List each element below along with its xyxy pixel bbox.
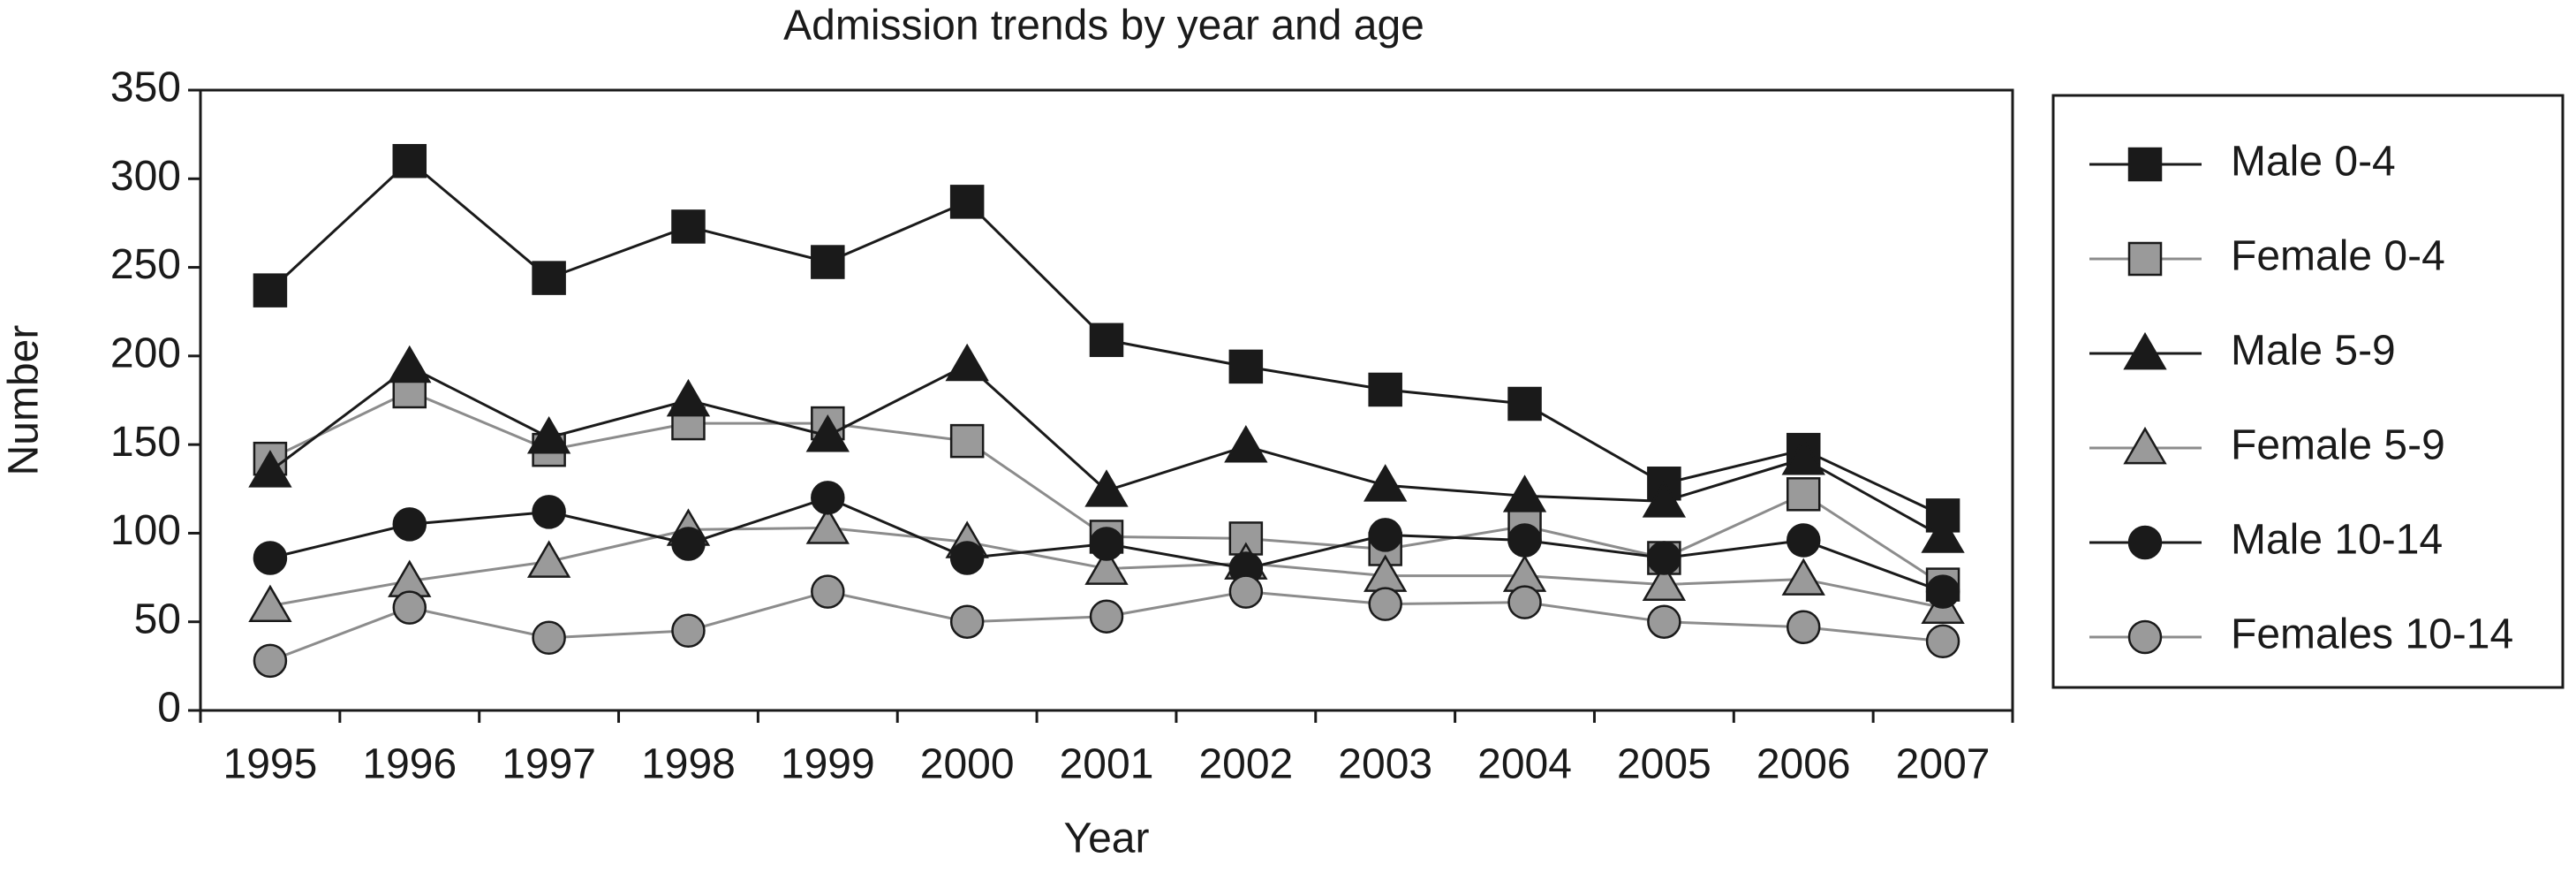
marker <box>1224 425 1268 463</box>
x-tick-label: 2006 <box>1756 741 1851 788</box>
y-tick-label: 200 <box>110 330 181 377</box>
marker <box>532 620 566 656</box>
marker <box>248 450 292 488</box>
marker <box>1781 437 1825 475</box>
marker <box>526 540 571 578</box>
marker <box>811 481 845 515</box>
marker <box>949 541 985 575</box>
marker <box>392 507 427 542</box>
marker <box>532 495 566 529</box>
x-tick-label: 1997 <box>502 741 596 788</box>
marker <box>1089 527 1124 561</box>
marker <box>1786 610 1821 644</box>
legend-label: Male 10-14 <box>2231 517 2443 564</box>
y-tick-label: 100 <box>110 507 181 554</box>
marker <box>392 590 427 625</box>
marker <box>248 584 292 623</box>
marker <box>1368 587 1402 621</box>
marker <box>388 345 432 383</box>
x-axis-label: Year <box>1064 816 1150 862</box>
marker <box>1642 563 1687 601</box>
legend-label: Male 5-9 <box>2231 328 2396 375</box>
x-tick-label: 2003 <box>1338 741 1432 788</box>
legend-marker <box>2127 241 2163 277</box>
marker <box>811 245 845 279</box>
legend-label: Females 10-14 <box>2231 611 2513 658</box>
marker <box>532 261 566 295</box>
y-tick-label: 50 <box>134 596 181 642</box>
marker <box>1228 574 1264 609</box>
marker <box>1364 464 1408 502</box>
x-tick-label: 2007 <box>1896 741 1991 788</box>
x-tick-label: 2005 <box>1617 741 1711 788</box>
legend-marker <box>2123 331 2167 370</box>
marker <box>1786 477 1821 512</box>
plot-frame <box>199 88 2014 712</box>
marker <box>1089 599 1124 634</box>
legend-label: Female 5-9 <box>2231 422 2445 469</box>
marker <box>1647 541 1681 575</box>
marker <box>949 423 985 459</box>
marker <box>1368 372 1402 407</box>
y-tick-label: 350 <box>110 65 181 111</box>
marker <box>671 613 706 648</box>
marker <box>666 378 711 417</box>
chart-title: Admission trends by year and age <box>783 3 1424 49</box>
marker <box>1647 604 1681 639</box>
marker <box>1228 521 1264 556</box>
y-tick-label: 0 <box>157 685 181 732</box>
marker <box>1786 523 1821 558</box>
x-tick-label: 2001 <box>1060 741 1154 788</box>
marker <box>1925 574 1960 609</box>
marker <box>526 416 571 454</box>
x-tick-label: 1999 <box>781 741 875 788</box>
x-tick-label: 2002 <box>1198 741 1293 788</box>
x-tick-label: 2004 <box>1477 741 1572 788</box>
x-tick-label: 1998 <box>641 741 736 788</box>
marker <box>949 185 985 219</box>
legend-marker <box>2127 147 2163 182</box>
legend-box <box>2051 94 2565 689</box>
legend-marker <box>2123 426 2167 465</box>
marker <box>1507 523 1542 558</box>
y-tick-label: 150 <box>110 419 181 466</box>
marker <box>1642 480 1687 518</box>
marker <box>1507 585 1542 619</box>
marker <box>253 273 288 307</box>
x-tick-label: 2000 <box>920 741 1015 788</box>
legend-marker <box>2127 525 2163 560</box>
marker <box>945 343 989 382</box>
marker <box>811 574 845 609</box>
marker <box>1921 515 1965 553</box>
y-axis-label: Number <box>1 325 48 476</box>
marker <box>949 604 985 639</box>
legend-label: Female 0-4 <box>2231 233 2445 280</box>
marker <box>253 643 288 679</box>
marker <box>1084 469 1129 507</box>
marker <box>671 209 706 244</box>
marker <box>1228 349 1264 384</box>
y-tick-label: 250 <box>110 241 181 288</box>
legend-label: Male 0-4 <box>2231 139 2396 186</box>
marker <box>671 527 706 561</box>
marker <box>1507 386 1542 421</box>
marker <box>1368 518 1402 552</box>
marker <box>1781 558 1825 596</box>
x-tick-label: 1995 <box>223 741 318 788</box>
marker <box>1925 624 1960 659</box>
marker <box>253 541 288 575</box>
marker <box>1084 547 1129 585</box>
x-tick-label: 1996 <box>362 741 457 788</box>
marker <box>392 143 427 178</box>
marker <box>805 506 850 544</box>
marker <box>1502 474 1547 512</box>
legend-marker <box>2127 619 2163 655</box>
marker <box>1089 323 1124 358</box>
y-tick-label: 300 <box>110 153 181 200</box>
marker <box>805 414 850 452</box>
